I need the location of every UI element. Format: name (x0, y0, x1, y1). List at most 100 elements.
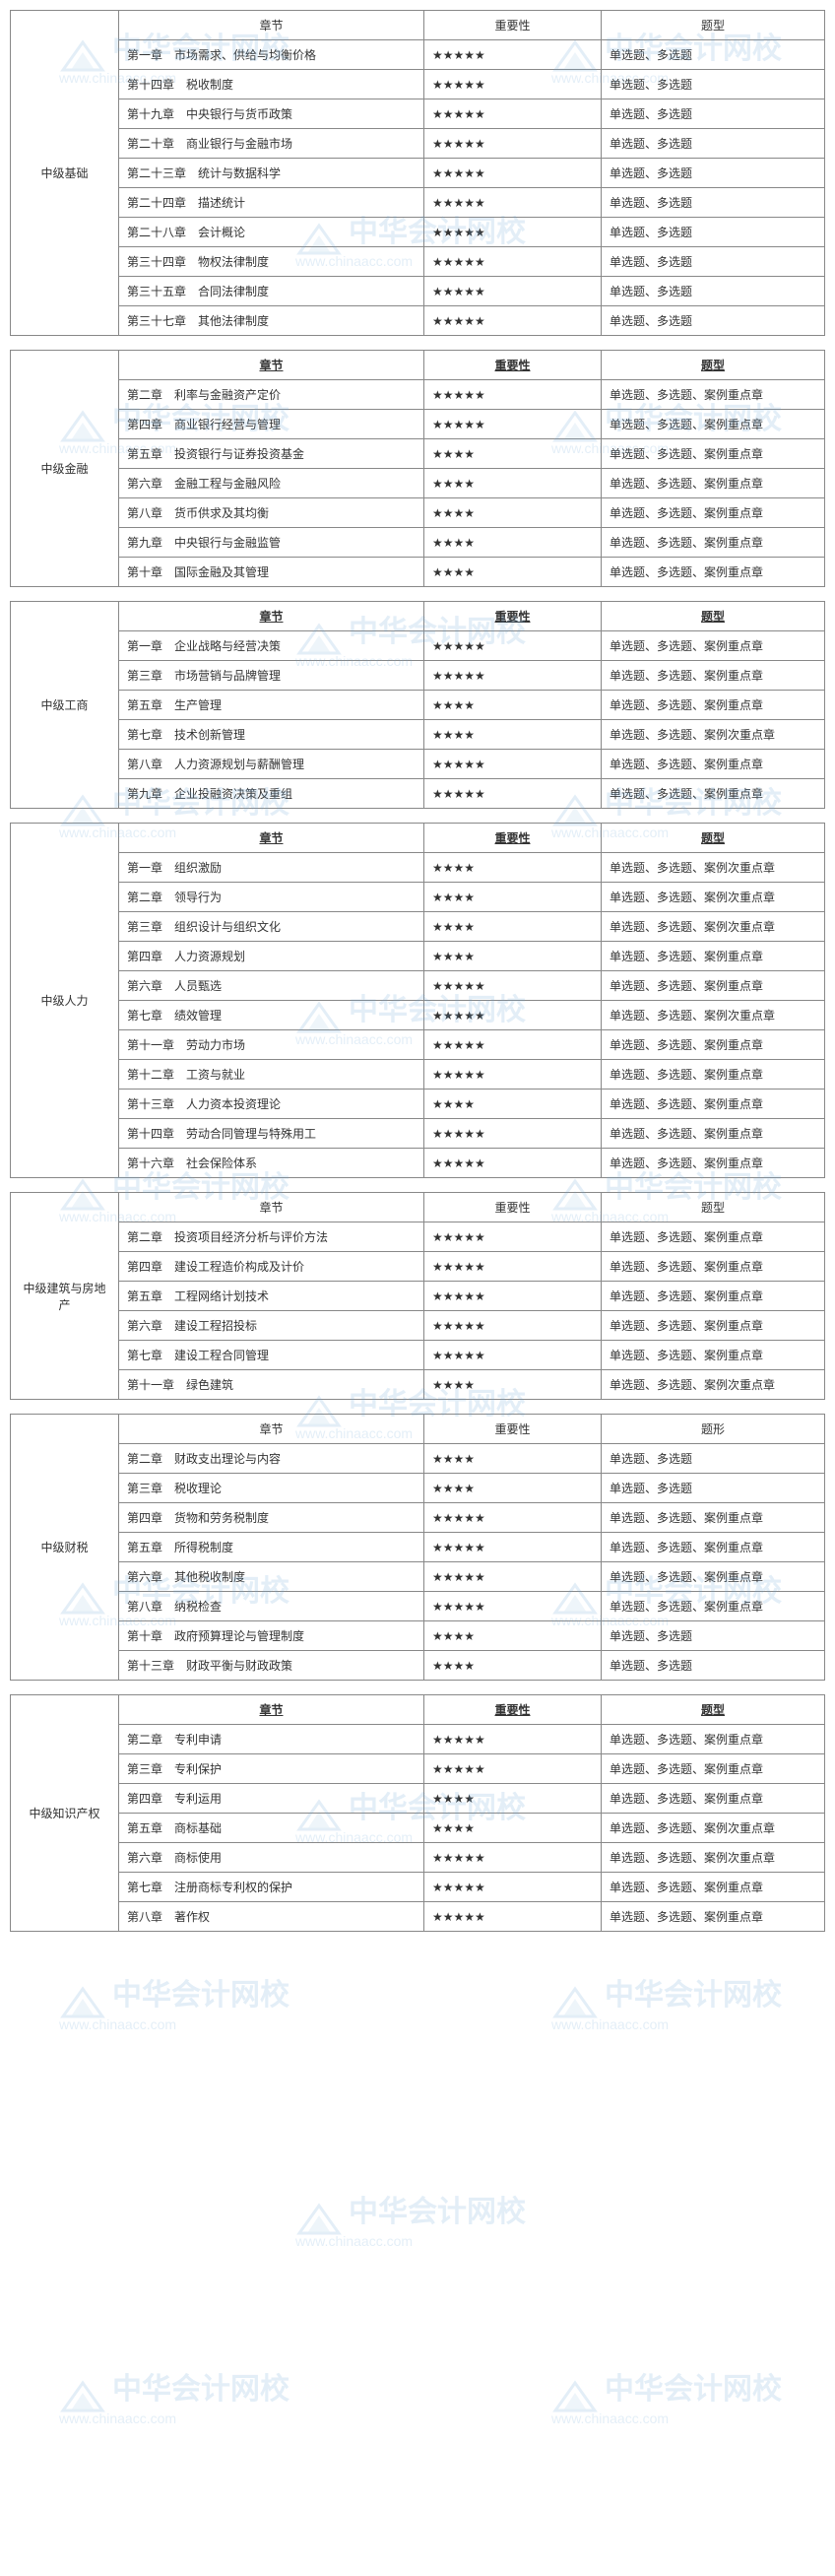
chapter-cell: 第二章 利率与金融资产定价 (119, 380, 424, 410)
watermark-url: www.chinaacc.com (59, 2016, 289, 2032)
chapter-cell: 第二十章 商业银行与金融市场 (119, 129, 424, 159)
qtype-cell: 单选题、多选题 (602, 40, 825, 70)
table-row: 第三十四章 物权法律制度★★★★★单选题、多选题 (11, 247, 825, 277)
chapter-cell: 第二十三章 统计与数据科学 (119, 159, 424, 188)
chapter-cell: 第七章 注册商标专利权的保护 (119, 1873, 424, 1902)
qtype-cell: 单选题、多选题、案例重点章 (602, 1902, 825, 1932)
table-row: 第九章 中央银行与金融监管★★★★单选题、多选题、案例重点章 (11, 528, 825, 558)
importance-cell: ★★★★ (424, 558, 602, 587)
importance-cell: ★★★★★ (424, 40, 602, 70)
watermark-logo-icon (59, 1983, 106, 2020)
chapter-cell: 第六章 金融工程与金融风险 (119, 469, 424, 498)
table-row: 第七章 技术创新管理★★★★单选题、多选题、案例次重点章 (11, 720, 825, 750)
chapter-cell: 第二章 领导行为 (119, 883, 424, 912)
qtype-cell: 单选题、多选题、案例重点章 (602, 750, 825, 779)
qtype-cell: 单选题、多选题、案例次重点章 (602, 883, 825, 912)
qtype-cell: 单选题、多选题、案例重点章 (602, 558, 825, 587)
importance-cell: ★★★★★ (424, 1311, 602, 1341)
table-row: 第八章 纳税检查★★★★★单选题、多选题、案例重点章 (11, 1592, 825, 1621)
qtype-cell: 单选题、多选题、案例重点章 (602, 1592, 825, 1621)
header-qtype: 题型 (602, 824, 825, 853)
chapter-cell: 第六章 其他税收制度 (119, 1562, 424, 1592)
importance-cell: ★★★★ (424, 691, 602, 720)
qtype-cell: 单选题、多选题、案例重点章 (602, 1222, 825, 1252)
importance-cell: ★★★★★ (424, 1030, 602, 1060)
qtype-cell: 单选题、多选题、案例重点章 (602, 1754, 825, 1784)
chapter-cell: 第五章 所得税制度 (119, 1533, 424, 1562)
chapter-cell: 第六章 人员甄选 (119, 971, 424, 1001)
importance-cell: ★★★★ (424, 720, 602, 750)
watermark-url: www.chinaacc.com (295, 2233, 526, 2249)
header-qtype: 题型 (602, 1695, 825, 1725)
qtype-cell: 单选题、多选题、案例重点章 (602, 1060, 825, 1090)
section-table: 中级基础章节重要性题型第一章 市场需求、供给与均衡价格★★★★★单选题、多选题第… (10, 10, 825, 336)
table-row: 第十九章 中央银行与货币政策★★★★★单选题、多选题 (11, 99, 825, 129)
qtype-cell: 单选题、多选题、案例重点章 (602, 661, 825, 691)
qtype-cell: 单选题、多选题、案例重点章 (602, 1873, 825, 1902)
header-importance: 重要性 (424, 1415, 602, 1444)
chapter-cell: 第五章 商标基础 (119, 1814, 424, 1843)
chapter-cell: 第三章 税收理论 (119, 1474, 424, 1503)
chapter-cell: 第十三章 财政平衡与财政政策 (119, 1651, 424, 1681)
qtype-cell: 单选题、多选题、案例次重点章 (602, 1814, 825, 1843)
chapter-cell: 第一章 组织激励 (119, 853, 424, 883)
chapter-cell: 第五章 工程网络计划技术 (119, 1282, 424, 1311)
table-row: 第六章 其他税收制度★★★★★单选题、多选题、案例重点章 (11, 1562, 825, 1592)
importance-cell: ★★★★★ (424, 218, 602, 247)
section-table: 中级财税章节重要性题形第二章 财政支出理论与内容★★★★单选题、多选题第三章 税… (10, 1414, 825, 1681)
table-row: 第十三章 人力资本投资理论★★★★单选题、多选题、案例重点章 (11, 1090, 825, 1119)
importance-cell: ★★★★★ (424, 70, 602, 99)
chapter-cell: 第二章 财政支出理论与内容 (119, 1444, 424, 1474)
chapter-cell: 第六章 商标使用 (119, 1843, 424, 1873)
importance-cell: ★★★★★ (424, 380, 602, 410)
importance-cell: ★★★★ (424, 1474, 602, 1503)
header-qtype: 题型 (602, 1193, 825, 1222)
table-row: 第四章 建设工程造价构成及计价★★★★★单选题、多选题、案例重点章 (11, 1252, 825, 1282)
qtype-cell: 单选题、多选题、案例重点章 (602, 631, 825, 661)
header-importance: 重要性 (424, 11, 602, 40)
table-row: 第七章 建设工程合同管理★★★★★单选题、多选题、案例重点章 (11, 1341, 825, 1370)
chapter-cell: 第七章 建设工程合同管理 (119, 1341, 424, 1370)
chapter-cell: 第四章 货物和劳务税制度 (119, 1503, 424, 1533)
chapter-cell: 第七章 绩效管理 (119, 1001, 424, 1030)
table-row: 第二十八章 会计概论★★★★★单选题、多选题 (11, 218, 825, 247)
qtype-cell: 单选题、多选题、案例重点章 (602, 410, 825, 439)
importance-cell: ★★★★ (424, 942, 602, 971)
table-row: 第三十七章 其他法律制度★★★★★单选题、多选题 (11, 306, 825, 336)
chapter-cell: 第二十八章 会计概论 (119, 218, 424, 247)
qtype-cell: 单选题、多选题、案例重点章 (602, 1119, 825, 1149)
importance-cell: ★★★★ (424, 498, 602, 528)
header-chapter: 章节 (119, 351, 424, 380)
category-cell: 中级工商 (11, 602, 119, 809)
chapter-cell: 第十六章 社会保险体系 (119, 1149, 424, 1178)
qtype-cell: 单选题、多选题、案例重点章 (602, 1533, 825, 1562)
qtype-cell: 单选题、多选题、案例次重点章 (602, 1843, 825, 1873)
qtype-cell: 单选题、多选题 (602, 129, 825, 159)
table-row: 第二十章 商业银行与金融市场★★★★★单选题、多选题 (11, 129, 825, 159)
table-row: 第五章 生产管理★★★★单选题、多选题、案例重点章 (11, 691, 825, 720)
qtype-cell: 单选题、多选题 (602, 188, 825, 218)
chapter-cell: 第十一章 绿色建筑 (119, 1370, 424, 1400)
chapter-cell: 第一章 市场需求、供给与均衡价格 (119, 40, 424, 70)
importance-cell: ★★★★ (424, 1370, 602, 1400)
table-row: 第三章 市场营销与品牌管理★★★★★单选题、多选题、案例重点章 (11, 661, 825, 691)
chapter-cell: 第三章 专利保护 (119, 1754, 424, 1784)
section-table: 中级人力章节重要性题型第一章 组织激励★★★★单选题、多选题、案例次重点章第二章… (10, 823, 825, 1178)
table-row: 第十一章 劳动力市场★★★★★单选题、多选题、案例重点章 (11, 1030, 825, 1060)
qtype-cell: 单选题、多选题、案例重点章 (602, 1725, 825, 1754)
chapter-cell: 第十四章 劳动合同管理与特殊用工 (119, 1119, 424, 1149)
qtype-cell: 单选题、多选题、案例重点章 (602, 1784, 825, 1814)
table-row: 第二章 财政支出理论与内容★★★★单选题、多选题 (11, 1444, 825, 1474)
importance-cell: ★★★★★ (424, 1222, 602, 1252)
chapter-cell: 第八章 著作权 (119, 1902, 424, 1932)
qtype-cell: 单选题、多选题 (602, 1474, 825, 1503)
importance-cell: ★★★★★ (424, 1592, 602, 1621)
importance-cell: ★★★★★ (424, 1873, 602, 1902)
watermark-logo-icon (59, 2377, 106, 2414)
qtype-cell: 单选题、多选题 (602, 277, 825, 306)
chapter-cell: 第十章 政府预算理论与管理制度 (119, 1621, 424, 1651)
category-cell: 中级基础 (11, 11, 119, 336)
category-cell: 中级人力 (11, 824, 119, 1178)
table-row: 第一章 企业战略与经营决策★★★★★单选题、多选题、案例重点章 (11, 631, 825, 661)
chapter-cell: 第十二章 工资与就业 (119, 1060, 424, 1090)
